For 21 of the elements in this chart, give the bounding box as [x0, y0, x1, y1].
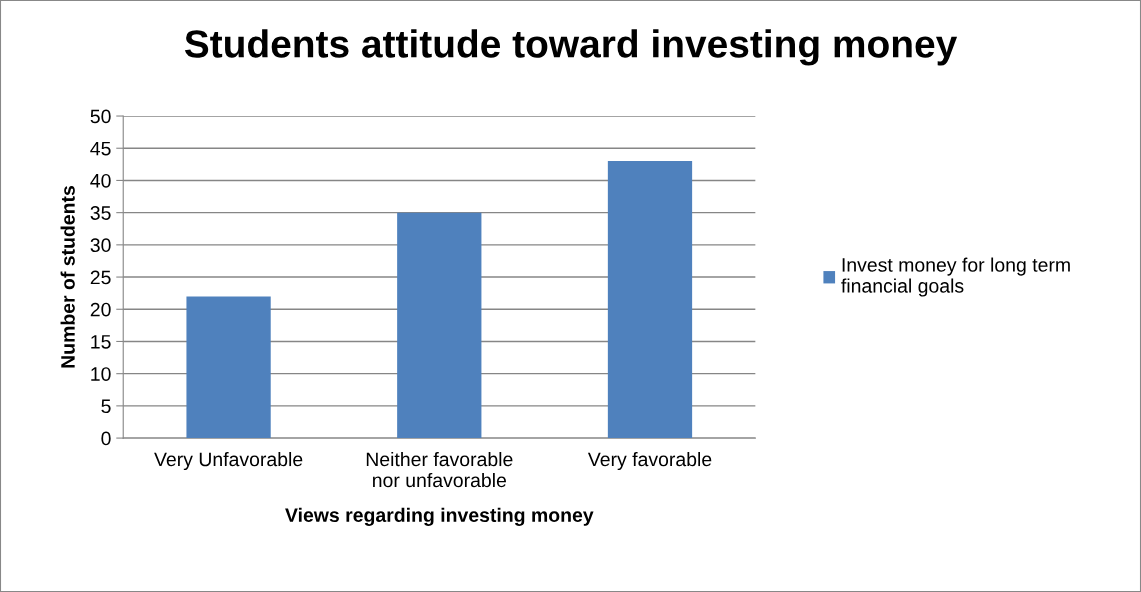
y-tick-label: 15 [91, 335, 111, 349]
bar [607, 161, 693, 439]
y-tick-label: 5 [101, 399, 111, 414]
bar [186, 296, 271, 439]
x-tick-label: Very Unfavorable [154, 451, 303, 471]
y-tick-label: 45 [90, 141, 111, 156]
x-tick-label: Neither favorable nor unfavorable [366, 451, 513, 488]
bar [397, 212, 482, 439]
y-tick-label: 40 [90, 173, 111, 188]
legend-label: Invest money for long term financial goals [841, 257, 1070, 297]
y-tick-label: 35 [90, 206, 111, 220]
x-axis-title: Views regarding investing money [285, 507, 594, 526]
y-tick-label: 0 [101, 431, 111, 446]
y-tick-label: 10 [91, 367, 111, 381]
y-tick-label: 25 [90, 270, 111, 285]
y-tick-label: 20 [90, 302, 111, 317]
y-axis-title: Number of students [60, 186, 75, 368]
x-tick-label: Very favorable [587, 451, 712, 471]
y-tick-label: 30 [90, 238, 111, 253]
chart-title: Students attitude toward investing money [184, 29, 958, 66]
y-tick-label: 50 [90, 109, 111, 124]
